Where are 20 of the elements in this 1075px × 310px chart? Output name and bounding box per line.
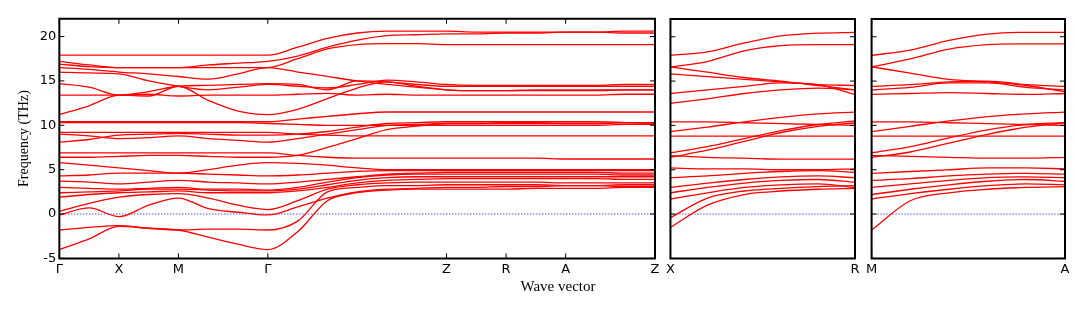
x-axis-title: Wave vector — [519, 278, 597, 295]
x-tick-label: Γ — [55, 260, 64, 276]
x-tick-label: Z — [442, 260, 452, 276]
y-tick-label: 15 — [39, 72, 57, 88]
y-tick-label: 5 — [48, 161, 57, 177]
y-axis-title: Frequency (THz) — [16, 89, 33, 187]
x-tick-label: M — [172, 260, 185, 276]
x-tick-label: M — [866, 260, 878, 276]
y-tick-label: 10 — [39, 116, 57, 132]
x-tick-label: X — [114, 260, 124, 276]
x-tick-label: R — [850, 260, 860, 276]
x-tick-label: R — [501, 260, 511, 276]
x-tick-label: Γ — [264, 260, 273, 276]
x-tick-label: A — [1060, 260, 1070, 276]
x-tick-label: Z — [650, 260, 660, 276]
x-tick-label: X — [666, 260, 675, 276]
x-tick-label: A — [561, 260, 571, 276]
y-tick-label: 20 — [39, 27, 57, 43]
y-tick-label: -5 — [43, 249, 57, 265]
y-tick-label: 0 — [48, 205, 57, 221]
